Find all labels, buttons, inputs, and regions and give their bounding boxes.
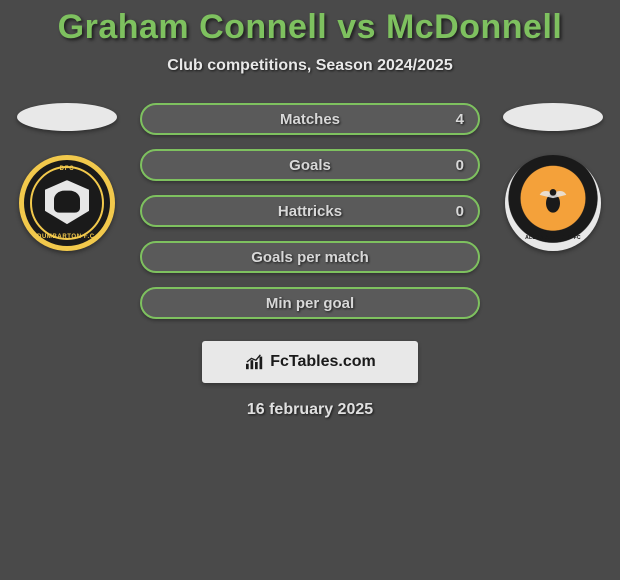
- page-subtitle: Club competitions, Season 2024/2025: [0, 57, 620, 75]
- stat-row-matches: Matches 4: [140, 103, 480, 135]
- brand-footer: FcTables.com: [202, 341, 418, 383]
- brand-name: FcTables.com: [270, 353, 376, 371]
- left-player-column: DFC DUMBARTON F.C.: [12, 103, 122, 251]
- left-player-silhouette: [17, 103, 117, 131]
- bar-chart-icon: [244, 353, 266, 371]
- stat-row-goals: Goals 0: [140, 149, 480, 181]
- stats-column: Matches 4 Goals 0 Hattricks 0 Goals per …: [140, 103, 480, 319]
- stat-label: Hattricks: [278, 203, 342, 220]
- stat-value-right: 0: [456, 157, 464, 174]
- right-club-badge: ALLOA ATHLETIC FC: [505, 155, 601, 251]
- stat-row-gpm: Goals per match: [140, 241, 480, 273]
- stat-label: Goals per match: [251, 249, 369, 266]
- wasp-icon: [536, 187, 570, 217]
- right-badge-text: ALLOA ATHLETIC FC: [505, 235, 601, 241]
- stat-label: Goals: [289, 157, 331, 174]
- elephant-icon: [54, 191, 80, 213]
- stat-label: Min per goal: [266, 295, 354, 312]
- stat-value-right: 0: [456, 203, 464, 220]
- right-player-column: ALLOA ATHLETIC FC: [498, 103, 608, 251]
- stat-row-hattricks: Hattricks 0: [140, 195, 480, 227]
- stat-value-right: 4: [456, 111, 464, 128]
- stat-row-mpg: Min per goal: [140, 287, 480, 319]
- date-label: 16 february 2025: [0, 401, 620, 419]
- page-title: Graham Connell vs McDonnell: [0, 8, 620, 47]
- left-badge-text-bottom: DUMBARTON F.C.: [24, 234, 110, 240]
- stat-label: Matches: [280, 111, 340, 128]
- main-row: DFC DUMBARTON F.C. Matches 4 Goals 0 Hat…: [0, 103, 620, 319]
- left-badge-text-top: DFC: [24, 166, 110, 172]
- comparison-card: Graham Connell vs McDonnell Club competi…: [0, 0, 620, 419]
- right-player-silhouette: [503, 103, 603, 131]
- left-club-badge: DFC DUMBARTON F.C.: [19, 155, 115, 251]
